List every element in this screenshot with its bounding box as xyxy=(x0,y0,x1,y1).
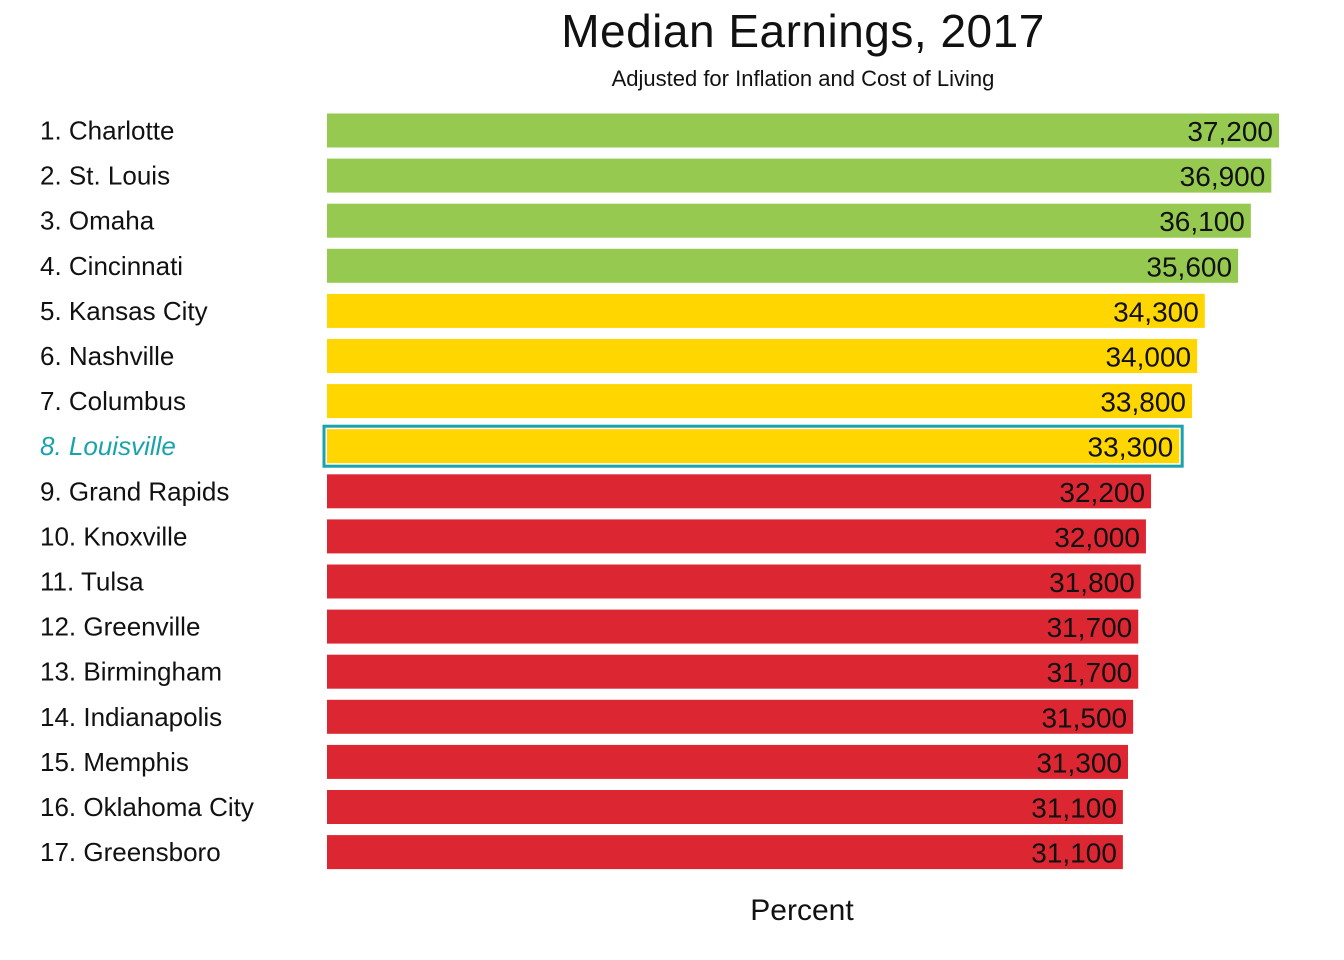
highlight-outline xyxy=(322,424,1184,468)
category-label: 11. Tulsa xyxy=(40,567,144,597)
value-label: 37,200 xyxy=(1187,116,1273,147)
bar xyxy=(327,203,1251,238)
category-label: 12. Greenville xyxy=(40,612,200,642)
category-label: 3. Omaha xyxy=(40,206,155,236)
value-label: 36,100 xyxy=(1159,206,1245,237)
category-label: 13. Birmingham xyxy=(40,657,222,687)
category-label: 10. Knoxville xyxy=(40,521,187,551)
category-label: 2. St. Louis xyxy=(40,161,170,191)
value-label: 32,000 xyxy=(1054,522,1140,553)
bar xyxy=(327,744,1129,779)
value-label: 36,900 xyxy=(1180,161,1266,192)
bar xyxy=(327,113,1279,148)
value-label: 33,800 xyxy=(1100,387,1186,418)
bar xyxy=(327,474,1152,509)
category-label: 6. Nashville xyxy=(40,341,174,371)
value-label: 31,500 xyxy=(1041,702,1127,733)
bar xyxy=(327,699,1134,734)
bar xyxy=(327,835,1123,870)
bar xyxy=(327,158,1272,193)
category-label: 9. Grand Rapids xyxy=(40,476,229,506)
value-label: 31,700 xyxy=(1047,612,1133,643)
value-label: 34,300 xyxy=(1113,296,1199,327)
value-label: 31,700 xyxy=(1047,657,1133,688)
category-label: 16. Oklahoma City xyxy=(40,792,254,822)
bar xyxy=(327,248,1239,283)
value-label: 35,600 xyxy=(1146,251,1232,282)
value-label: 31,300 xyxy=(1036,747,1122,778)
category-label: 8. Louisville xyxy=(40,431,176,461)
category-label: 17. Greensboro xyxy=(40,837,221,867)
value-label: 34,000 xyxy=(1105,342,1191,373)
category-label: 14. Indianapolis xyxy=(40,702,222,732)
value-label: 31,800 xyxy=(1049,567,1135,598)
value-label: 33,300 xyxy=(1088,432,1174,463)
bar xyxy=(327,339,1198,373)
bar xyxy=(327,654,1139,689)
bar xyxy=(327,293,1205,328)
bar xyxy=(327,519,1146,554)
bar xyxy=(327,384,1192,419)
category-label: 1. Charlotte xyxy=(40,116,174,146)
bar xyxy=(327,790,1123,824)
value-label: 31,100 xyxy=(1031,793,1117,824)
category-label: 7. Columbus xyxy=(40,386,186,416)
category-label: 5. Kansas City xyxy=(40,296,208,326)
bar xyxy=(327,609,1139,644)
category-label: 4. Cincinnati xyxy=(40,251,183,281)
value-label: 32,200 xyxy=(1059,477,1145,508)
category-label: 15. Memphis xyxy=(40,747,189,777)
bar xyxy=(327,429,1180,464)
bar xyxy=(327,564,1141,599)
value-label: 31,100 xyxy=(1031,838,1117,869)
